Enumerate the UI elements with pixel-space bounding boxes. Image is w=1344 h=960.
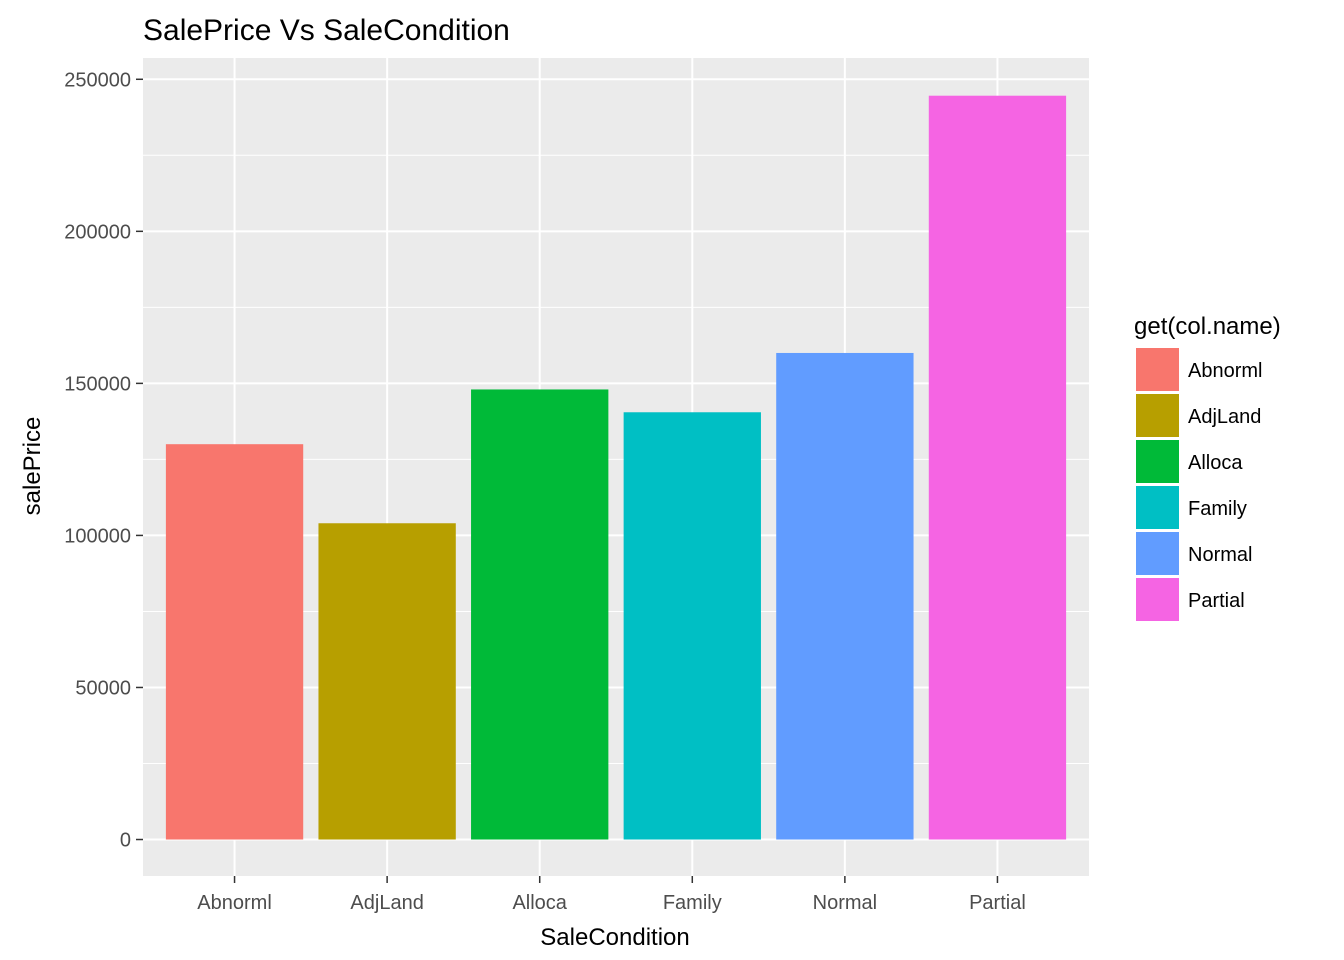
x-tick-label: Partial [969, 892, 1026, 914]
legend-key-partial [1136, 578, 1179, 621]
y-axis: 0 50000 100000 150000 200000 250000 [64, 69, 143, 852]
legend-label: Partial [1188, 590, 1245, 612]
bar-adjland [318, 523, 456, 840]
y-tick-label: 50000 [75, 677, 131, 699]
bar-normal [776, 352, 914, 840]
legend-label: Normal [1188, 544, 1252, 566]
legend-key-family [1136, 486, 1179, 529]
legend-key-abnorml [1136, 348, 1179, 391]
legend: get(col.name) Abnorml AdjLand Alloca Family… [1134, 313, 1281, 621]
legend-key-normal [1136, 532, 1179, 575]
legend-title: get(col.name) [1134, 313, 1281, 340]
y-axis-title: salePrice [19, 417, 46, 516]
x-tick-label: Normal [813, 892, 877, 914]
legend-label: Abnorml [1188, 360, 1262, 382]
x-tick-label: Abnorml [197, 892, 271, 914]
legend-label: Family [1188, 498, 1247, 520]
x-tick-label: Family [663, 892, 722, 914]
x-axis-title: SaleCondition [540, 924, 689, 951]
y-tick-label: 100000 [64, 525, 131, 547]
bar-abnorml [165, 444, 304, 840]
x-tick-label: AdjLand [350, 892, 423, 914]
legend-key-adjland [1136, 394, 1179, 437]
x-axis: Abnorml AdjLand Alloca Family Normal Partial [197, 876, 1026, 914]
legend-key-alloca [1136, 440, 1179, 483]
legend-label: Alloca [1188, 452, 1243, 474]
y-tick-label: 0 [120, 830, 131, 852]
legend-label: AdjLand [1188, 406, 1261, 428]
bar-alloca [471, 389, 609, 840]
bars [165, 95, 1067, 840]
x-tick-label: Alloca [512, 892, 567, 914]
y-tick-label: 150000 [64, 373, 131, 395]
bar-family [623, 412, 761, 840]
y-tick-label: 200000 [64, 221, 131, 243]
chart-title: SalePrice Vs SaleCondition [143, 14, 510, 47]
y-tick-label: 250000 [64, 69, 131, 91]
bar-partial [928, 95, 1067, 840]
